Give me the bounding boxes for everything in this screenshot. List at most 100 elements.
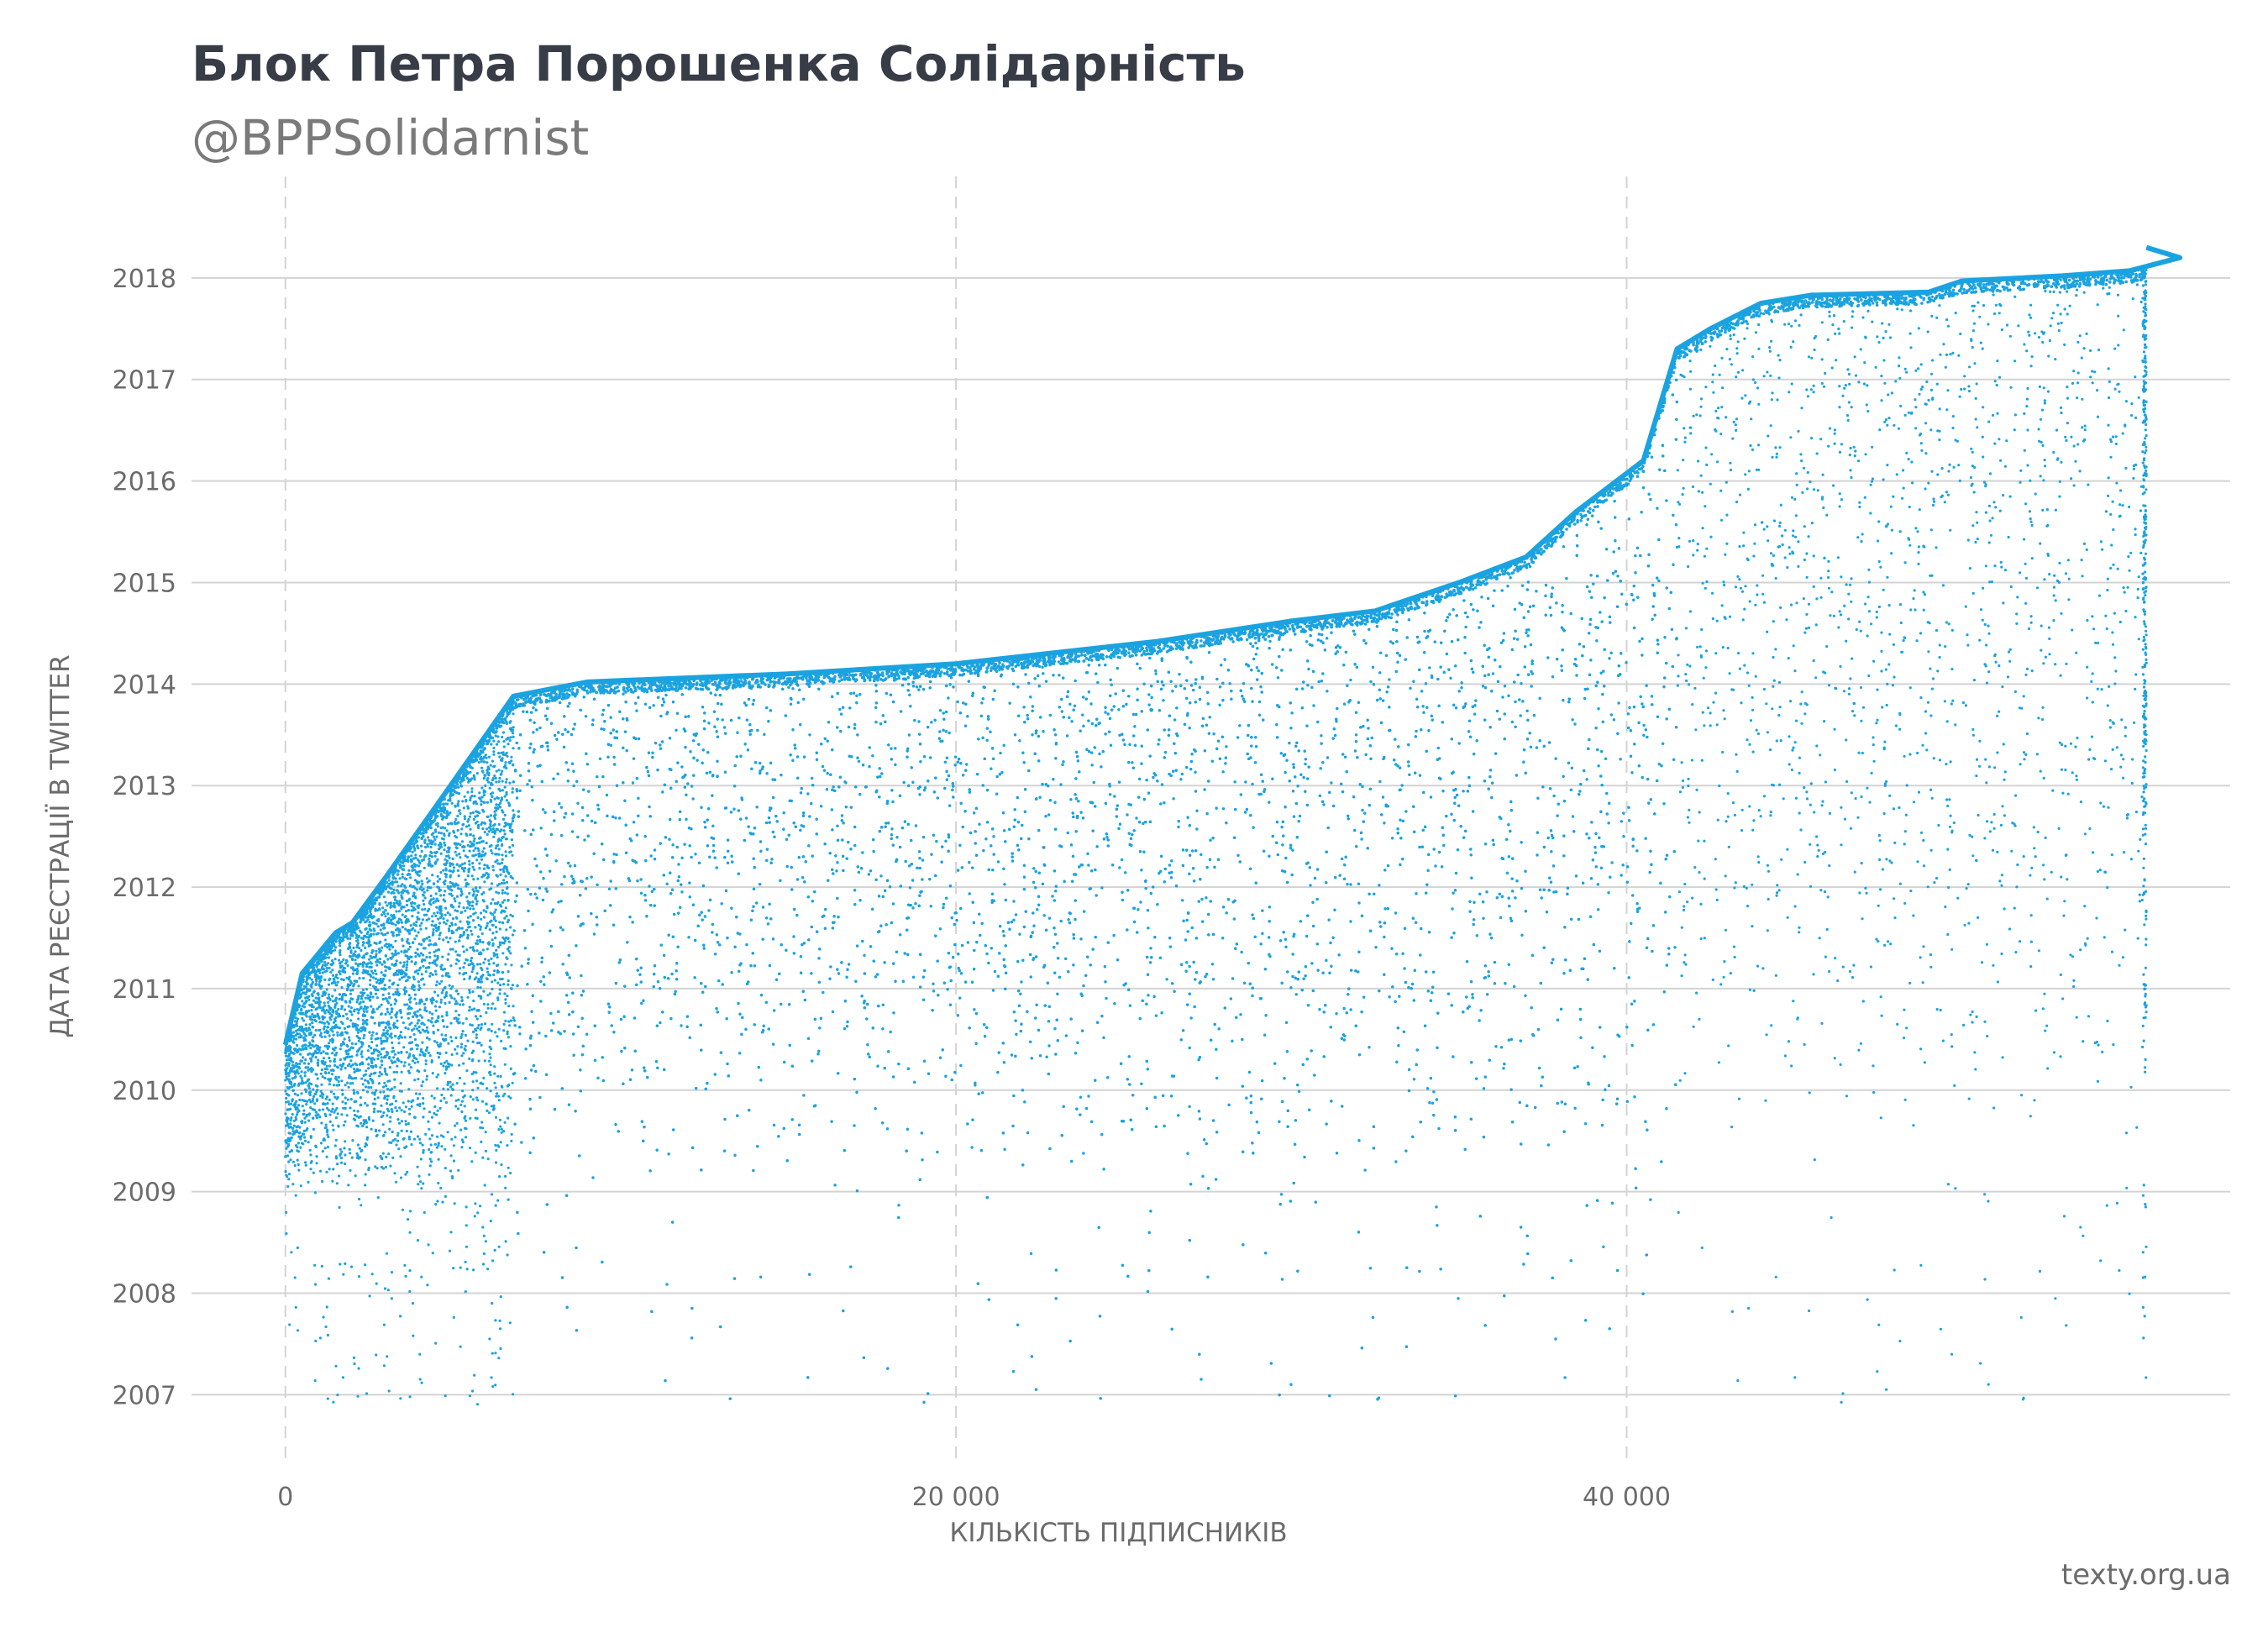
data-point	[437, 926, 441, 929]
data-point	[336, 1033, 339, 1037]
data-point	[402, 864, 406, 868]
data-point	[344, 1096, 347, 1100]
data-point	[445, 1066, 449, 1069]
data-point	[473, 1373, 476, 1377]
y-tick-label: 2018	[113, 265, 176, 294]
data-point	[422, 894, 425, 897]
data-point	[480, 766, 484, 769]
data-point	[437, 1158, 440, 1161]
data-point	[417, 942, 421, 946]
data-point	[362, 941, 365, 944]
data-point	[372, 976, 375, 979]
data-point	[287, 1058, 291, 1062]
data-point	[317, 993, 320, 996]
data-point	[475, 772, 479, 775]
data-point	[393, 898, 397, 901]
data-point	[444, 875, 448, 879]
data-point	[490, 1193, 494, 1196]
data-point	[368, 921, 371, 924]
data-point	[454, 1136, 457, 1139]
data-point	[464, 878, 467, 881]
data-point	[462, 849, 465, 853]
data-point	[498, 992, 501, 995]
data-point	[360, 997, 363, 1000]
data-point	[483, 1059, 486, 1063]
data-point	[308, 1023, 312, 1026]
data-point	[314, 978, 318, 981]
data-point	[480, 1100, 485, 1103]
y-tick-label: 2015	[113, 569, 176, 598]
data-point	[503, 832, 507, 836]
data-point	[422, 1116, 425, 1119]
data-point	[486, 994, 490, 997]
data-point	[466, 995, 470, 999]
data-point	[355, 967, 359, 971]
data-point	[318, 1016, 321, 1020]
data-point	[430, 1151, 433, 1154]
data-point	[490, 1006, 493, 1011]
data-point	[465, 1245, 469, 1248]
data-point	[359, 962, 362, 966]
data-point	[412, 1137, 417, 1141]
data-point	[402, 944, 405, 948]
data-point	[361, 992, 365, 995]
data-point	[486, 1109, 489, 1112]
data-point	[426, 836, 430, 839]
data-point	[358, 1068, 361, 1072]
data-point	[391, 1156, 395, 1159]
data-point	[389, 1026, 392, 1031]
data-point	[384, 908, 387, 911]
data-point	[400, 1060, 403, 1063]
data-point	[357, 1011, 360, 1015]
data-point	[303, 1071, 307, 1074]
data-point	[432, 998, 435, 1002]
data-point	[504, 1240, 507, 1243]
data-point	[507, 1005, 511, 1008]
data-point	[475, 902, 478, 906]
data-point	[491, 1022, 494, 1026]
data-point	[481, 941, 485, 944]
data-point	[401, 913, 404, 916]
data-point	[405, 900, 408, 903]
data-point	[353, 1092, 356, 1095]
data-point	[454, 1000, 458, 1003]
data-point	[510, 963, 513, 967]
data-point	[318, 1336, 322, 1340]
data-point	[315, 996, 318, 1000]
data-point	[504, 1174, 507, 1178]
data-point	[454, 883, 458, 886]
data-point	[485, 842, 488, 845]
data-point	[421, 1080, 424, 1084]
data-point	[435, 1075, 438, 1079]
data-point	[450, 801, 454, 805]
data-point	[492, 750, 496, 753]
data-point	[287, 1126, 291, 1129]
data-point	[415, 969, 418, 973]
data-point	[375, 1282, 378, 1285]
data-point	[497, 769, 501, 772]
data-point	[486, 1087, 489, 1090]
data-point	[389, 1089, 392, 1092]
data-point	[472, 849, 475, 853]
data-point	[455, 847, 459, 850]
data-point	[295, 1065, 298, 1068]
data-point	[349, 1265, 354, 1268]
data-point	[291, 1160, 295, 1163]
data-point	[407, 994, 411, 997]
data-point	[414, 955, 417, 958]
data-point	[476, 1099, 480, 1102]
data-point	[311, 1097, 315, 1101]
data-point	[508, 803, 512, 806]
data-point	[370, 1057, 375, 1060]
data-point	[322, 1057, 325, 1060]
data-point	[492, 746, 496, 750]
data-point	[377, 919, 381, 922]
data-point	[354, 950, 357, 953]
data-point	[347, 1184, 350, 1187]
data-point	[471, 1098, 475, 1101]
data-point	[484, 1131, 487, 1134]
data-point	[340, 998, 344, 1001]
data-point	[287, 1139, 291, 1143]
data-point	[465, 1205, 468, 1209]
data-point	[336, 1031, 339, 1034]
